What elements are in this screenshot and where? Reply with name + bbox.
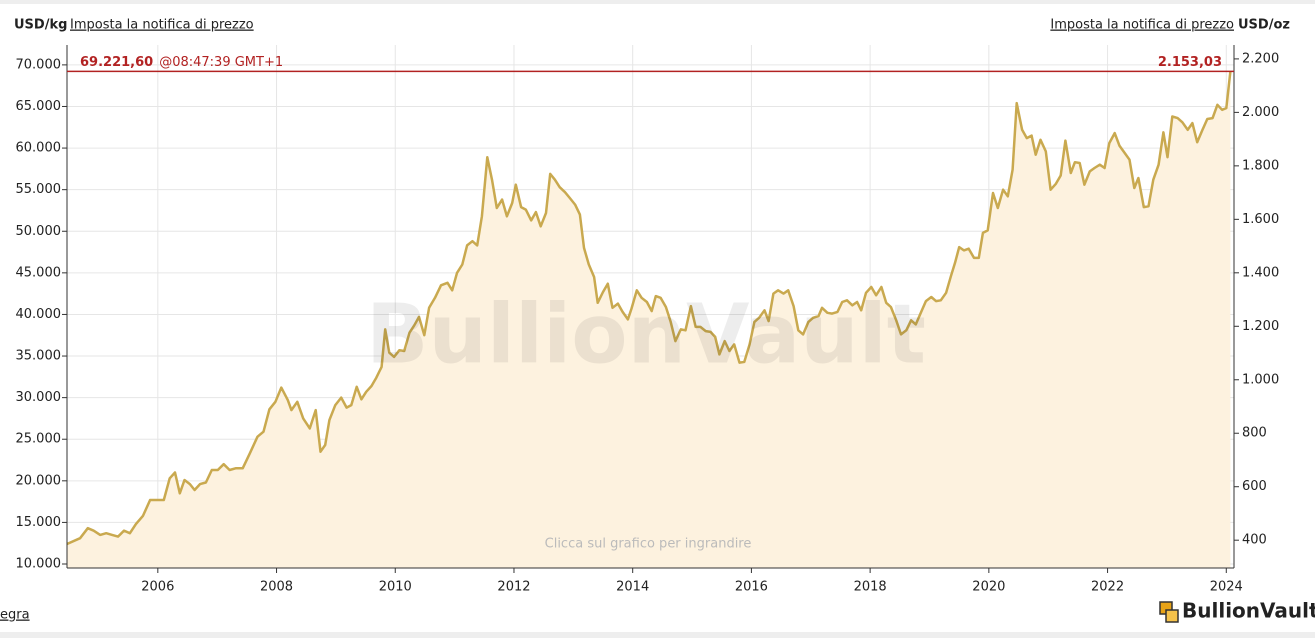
bottom-band: [0, 632, 1315, 638]
y2-tick-label: 1.000: [1242, 372, 1279, 387]
y-tick-label: 45.000: [16, 265, 62, 280]
y2-tick-label: 600: [1242, 479, 1267, 494]
logo[interactable]: BullionVault: [1182, 599, 1315, 623]
y-tick-label: 30.000: [16, 390, 62, 405]
watermark: BullionVault: [366, 287, 926, 382]
y2-tick-label: 2.000: [1242, 105, 1279, 120]
y-tick-label: 60.000: [16, 141, 62, 156]
unit-right: USD/oz: [1238, 18, 1290, 33]
y2-tick-label: 1.800: [1242, 158, 1279, 173]
x-tick-label: 2014: [616, 580, 649, 595]
x-tick-label: 2016: [735, 580, 768, 595]
x-tick-label: 2024: [1210, 580, 1243, 595]
x-tick-label: 2008: [260, 580, 293, 595]
y2-tick-label: 1.600: [1242, 212, 1279, 227]
logo-icon: [1159, 601, 1179, 623]
area: [67, 71, 1231, 569]
y-tick-label: 65.000: [16, 99, 62, 114]
y-tick-label: 25.000: [16, 432, 62, 447]
y-tick-label: 40.000: [16, 307, 62, 322]
y-tick-label: 55.000: [16, 182, 62, 197]
footer-link[interactable]: egra: [0, 608, 30, 623]
y-tick-label: 70.000: [16, 57, 62, 72]
y2-tick-label: 800: [1242, 426, 1267, 441]
y-tick-label: 15.000: [16, 515, 62, 530]
x-tick-label: 2020: [972, 580, 1005, 595]
x-tick-label: 2018: [854, 580, 887, 595]
x-tick-label: 2022: [1091, 580, 1124, 595]
hint[interactable]: Clicca sul grafico per ingrandire: [545, 537, 752, 552]
unit-left: USD/kg: [14, 18, 67, 33]
y2-tick-label: 1.400: [1242, 265, 1279, 280]
line: [66, 71, 1232, 546]
y2-tick-label: 2.200: [1242, 51, 1279, 66]
x-tick-label: 2012: [497, 580, 530, 595]
y-tick-label: 50.000: [16, 224, 62, 239]
x-tick-label: 2010: [379, 580, 412, 595]
alert-link[interactable]: Imposta la notifica di prezzo: [70, 18, 254, 33]
current-price-oz-label: 2.153,03: [1158, 55, 1222, 70]
y2-tick-label: 1.200: [1242, 319, 1279, 334]
top-band: [0, 0, 1315, 4]
y2-tick-label: 400: [1242, 533, 1267, 548]
y-tick-label: 20.000: [16, 473, 62, 488]
current-price-label: 69.221,60: [80, 55, 153, 70]
current-time: @08:47:39 GMT+1: [159, 55, 283, 70]
y-tick-label: 10.000: [16, 557, 62, 572]
y-tick-label: 35.000: [16, 349, 62, 364]
alert-link[interactable]: Imposta la notifica di prezzo: [1050, 18, 1234, 33]
plot: [66, 71, 1232, 569]
x-tick-label: 2006: [141, 580, 174, 595]
